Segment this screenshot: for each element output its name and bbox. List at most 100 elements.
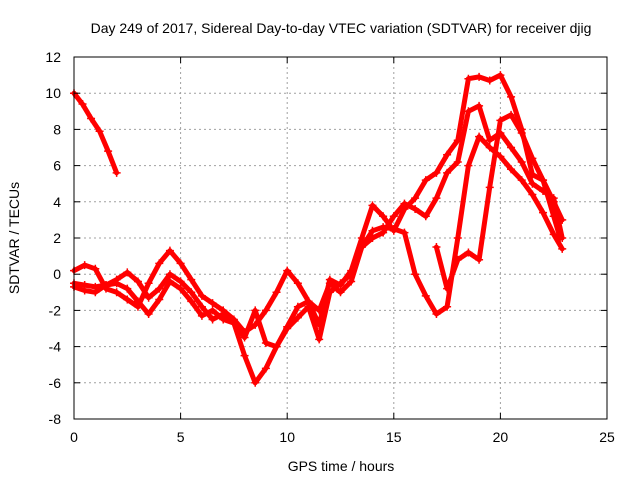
data-point: [464, 74, 473, 83]
y-tick-label: 12: [45, 49, 61, 65]
data-point: [251, 306, 260, 315]
data-point: [78, 100, 87, 109]
data-point: [91, 288, 100, 297]
data-point: [389, 212, 398, 221]
data-point: [453, 234, 462, 242]
data-point: [453, 157, 462, 166]
data-point: [475, 101, 484, 110]
data-point: [357, 234, 366, 242]
data-point: [87, 114, 96, 123]
data-point: [507, 92, 516, 101]
data-point: [91, 264, 100, 273]
data-point: [208, 315, 217, 324]
data-point: [368, 234, 377, 242]
data-point: [293, 279, 302, 288]
data-point: [325, 288, 334, 297]
data-point: [133, 297, 142, 306]
data-point: [80, 261, 89, 270]
data-point: [539, 208, 548, 217]
data-point: [443, 284, 452, 293]
data-point: [283, 266, 292, 275]
data-point: [112, 288, 121, 297]
data-point: [421, 291, 430, 300]
data-point: [165, 270, 174, 279]
data-point: [357, 243, 366, 252]
data-point: [208, 299, 217, 308]
chart-title: Day 249 of 2017, Sidereal Day-to-day VTE…: [91, 20, 592, 36]
data-point: [549, 212, 558, 221]
data-point: [411, 205, 420, 214]
x-tick-label: 15: [386, 429, 402, 445]
data-point: [304, 302, 313, 311]
data-point: [528, 179, 537, 188]
data-point: [240, 333, 249, 342]
data-point: [144, 293, 153, 302]
data-point: [261, 306, 270, 315]
data-point: [443, 150, 452, 159]
y-tick-label: -4: [49, 339, 62, 355]
y-tick-label: -8: [49, 411, 62, 427]
data-point: [347, 270, 356, 279]
y-tick-label: 2: [53, 230, 61, 246]
data-point: [104, 147, 113, 156]
data-point: [155, 259, 164, 268]
y-tick-label: 6: [53, 158, 61, 174]
data-point: [485, 136, 494, 145]
x-tick-label: 20: [493, 429, 509, 445]
data-point: [165, 246, 174, 255]
data-point: [558, 244, 567, 253]
data-point: [368, 201, 377, 210]
data-point: [379, 228, 388, 237]
data-point: [176, 284, 185, 293]
y-tick-label: 4: [53, 194, 61, 210]
data-point: [240, 351, 249, 360]
data-point: [187, 275, 196, 284]
series-track-c: [70, 101, 567, 351]
data-series: [70, 71, 567, 387]
axis-ticks: 0 5 10 15 20 25 -8 -6 -4 -2 0 2 4 6 8 10 12: [45, 49, 615, 445]
data-point: [421, 176, 430, 185]
data-point: [144, 310, 153, 319]
data-point: [496, 116, 505, 125]
data-point: [144, 279, 153, 288]
data-point: [411, 194, 420, 203]
data-point: [112, 275, 121, 284]
data-point: [389, 224, 398, 233]
data-point: [155, 284, 164, 293]
data-point: [485, 183, 494, 192]
data-point: [251, 378, 260, 387]
data-point: [187, 288, 196, 297]
data-point: [219, 310, 228, 319]
data-point: [517, 176, 526, 185]
data-point: [507, 143, 516, 152]
data-point: [432, 194, 441, 203]
data-point: [464, 248, 473, 257]
data-point: [272, 342, 281, 351]
data-point: [432, 168, 441, 177]
series-line: [71, 90, 120, 176]
data-point: [517, 157, 526, 166]
data-point: [464, 161, 473, 170]
data-point: [336, 279, 345, 288]
data-point: [112, 168, 121, 177]
grid-lines: [74, 57, 607, 419]
data-point: [443, 168, 452, 177]
data-point: [421, 212, 430, 221]
data-point: [475, 72, 484, 81]
data-point: [528, 190, 537, 199]
data-point: [528, 154, 537, 163]
data-point: [155, 295, 164, 304]
x-tick-label: 25: [599, 429, 615, 445]
data-point: [507, 165, 516, 174]
data-point: [293, 313, 302, 322]
data-point: [95, 127, 104, 136]
data-point: [261, 338, 270, 347]
data-point: [549, 230, 558, 239]
data-point: [197, 302, 206, 311]
y-axis-label: SDTVAR / TECUs: [6, 182, 22, 294]
data-point: [315, 306, 324, 315]
data-point: [443, 302, 452, 311]
x-tick-label: 0: [70, 429, 78, 445]
data-point: [261, 364, 270, 373]
data-point: [347, 277, 356, 286]
